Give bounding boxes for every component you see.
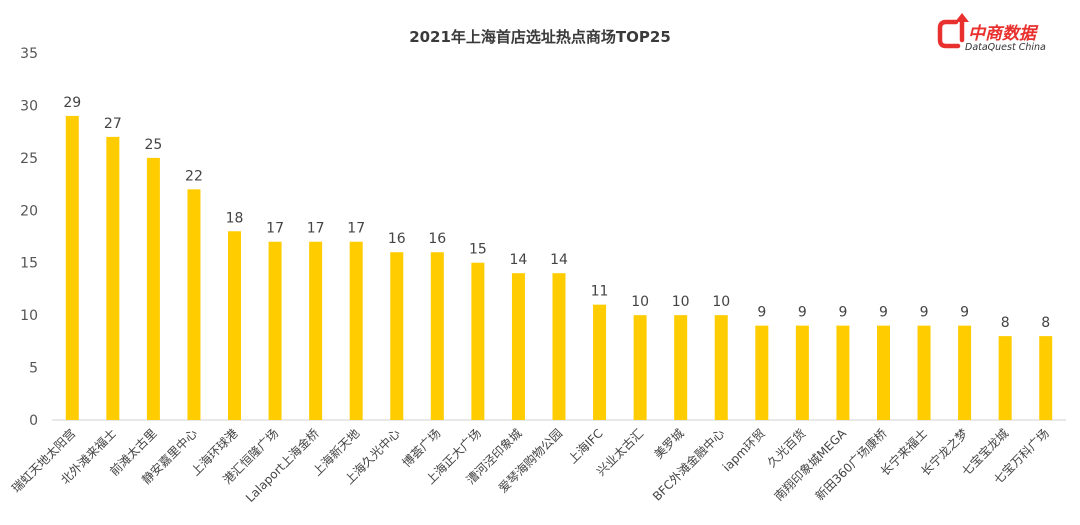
data-label: 16 (388, 231, 406, 247)
data-label: 17 (307, 221, 325, 237)
bar (187, 189, 201, 420)
y-tick-label: 0 (29, 413, 38, 429)
data-label: 9 (838, 305, 847, 321)
bar (876, 325, 890, 420)
bar (65, 115, 79, 421)
x-tick-label: iapm环贸 (720, 426, 768, 474)
data-label: 16 (428, 231, 446, 247)
bar (795, 325, 809, 420)
bar (430, 252, 444, 420)
data-label: 17 (347, 221, 365, 237)
data-label: 11 (591, 284, 609, 300)
bar (106, 136, 120, 420)
data-label: 9 (960, 305, 969, 321)
bar (349, 241, 363, 420)
bar (268, 241, 282, 420)
data-label: 29 (63, 95, 81, 111)
bar (998, 336, 1012, 420)
data-label: 14 (550, 252, 568, 268)
data-label: 10 (712, 294, 730, 310)
data-label: 15 (469, 242, 487, 258)
data-labels: 29 27 25 22 18 17 17 17 16 16 15 14 14 11 10 10 10 9 9 9 9 9 9… (63, 95, 1050, 331)
y-tick-label: 20 (20, 203, 38, 219)
x-tick-label: 新田360广场康桥 (812, 426, 890, 504)
y-tick-label: 5 (29, 361, 38, 377)
data-label: 18 (226, 210, 244, 226)
bar (228, 231, 242, 420)
bar (674, 315, 688, 420)
logo-subtitle: DataQuest China (965, 42, 1046, 53)
data-label: 27 (104, 116, 122, 132)
data-label: 9 (798, 305, 807, 321)
data-label: 9 (757, 305, 766, 321)
y-tick-label: 35 (20, 46, 38, 62)
bar (511, 273, 525, 420)
data-label: 25 (144, 137, 162, 153)
y-tick-label: 30 (20, 98, 38, 114)
bar (146, 157, 160, 420)
data-label: 10 (631, 294, 649, 310)
chart-title: 2021年上海首店选址热点商场TOP25 (409, 28, 671, 46)
logo-mark-icon (937, 13, 969, 49)
y-tick-label: 25 (20, 151, 38, 167)
y-tick-label: 15 (20, 256, 38, 272)
bar (714, 315, 728, 420)
bar (309, 241, 323, 420)
data-label: 9 (920, 305, 929, 321)
x-tick-label: BFC外滩金融中心 (649, 426, 727, 504)
data-label: 22 (185, 168, 203, 184)
bar (471, 262, 485, 420)
bar (917, 325, 931, 420)
bar (390, 252, 404, 420)
bar (552, 273, 566, 420)
logo-name: 中商数据 (968, 24, 1039, 44)
bars (65, 115, 1053, 421)
bar (1039, 336, 1053, 420)
logo: 中商数据 DataQuest China (937, 13, 1046, 53)
x-tick-label: 美罗城 (651, 426, 686, 461)
bar (755, 325, 769, 420)
bar (958, 325, 972, 420)
data-label: 10 (672, 294, 690, 310)
data-label: 8 (1001, 315, 1010, 331)
data-label: 17 (266, 221, 284, 237)
x-axis-labels: 瑞虹天地太阳宫北外滩来福士前滩太古里静安嘉里中心上海环球港港汇恒隆广场Lalap… (8, 425, 1051, 505)
data-label: 9 (879, 305, 888, 321)
bar (593, 304, 607, 420)
x-tick-label: Lalaport上海金桥 (242, 426, 321, 505)
bar (633, 315, 647, 420)
data-label: 14 (510, 252, 528, 268)
y-axis: 0 5 10 15 20 25 30 35 (20, 46, 38, 429)
bar (836, 325, 850, 420)
data-label: 8 (1041, 315, 1050, 331)
x-tick-label: 上海IFC (565, 426, 606, 467)
y-tick-label: 10 (20, 308, 38, 324)
x-tick-label: 南翔印象城MEGA (771, 425, 850, 504)
